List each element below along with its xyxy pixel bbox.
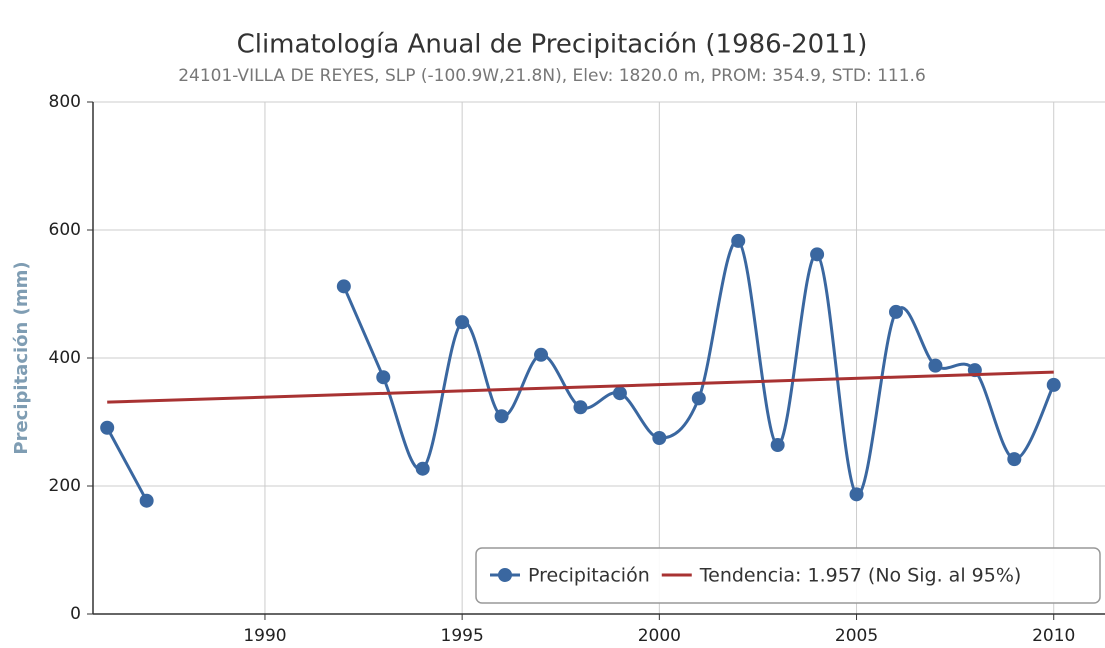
- chart-title: Climatología Anual de Precipitación (198…: [237, 30, 868, 60]
- chart-subtitle: 24101-VILLA DE REYES, SLP (-100.9W,21.8N…: [178, 66, 926, 86]
- legend-marker: [498, 568, 512, 582]
- data-point: [652, 431, 667, 445]
- series-line: [342, 239, 1056, 496]
- data-point: [849, 487, 864, 502]
- data-point: [1046, 377, 1061, 392]
- legend: Precipitación Tendencia: 1.957 (No Sig. a…: [475, 547, 1101, 604]
- legend-label: Tendencia: 1.957 (No Sig. al 95%): [699, 565, 1022, 587]
- y-axis-label: Precipitación (mm): [11, 261, 32, 454]
- data-point: [928, 358, 943, 373]
- data-point: [534, 347, 549, 362]
- data-point: [415, 461, 430, 476]
- data-point: [573, 400, 588, 415]
- legend-label: Precipitación: [528, 565, 650, 587]
- data-point: [612, 386, 627, 401]
- data-point: [1007, 452, 1022, 467]
- y-tick-label: 200: [49, 476, 81, 496]
- data-point: [731, 233, 746, 248]
- x-tick-label: 2010: [1032, 626, 1075, 646]
- data-point: [494, 409, 509, 424]
- legend-box: [475, 547, 1101, 604]
- data-point: [455, 315, 470, 330]
- y-tick-label: 800: [49, 92, 81, 112]
- data-point: [691, 391, 706, 406]
- data-point: [810, 247, 825, 262]
- y-tick-label: 600: [49, 220, 81, 240]
- series-line: [107, 370, 1054, 404]
- y-tick-label: 400: [49, 348, 81, 368]
- x-tick-label: 2005: [835, 626, 878, 646]
- x-tick-label: 1995: [441, 626, 484, 646]
- data-point: [376, 370, 391, 385]
- data-point: [770, 438, 785, 453]
- x-tick-label: 1990: [243, 626, 286, 646]
- data-point: [336, 279, 351, 294]
- series-line: [105, 427, 148, 502]
- data-point: [100, 420, 115, 435]
- data-point: [139, 493, 154, 508]
- data-point: [888, 304, 903, 319]
- y-tick-label: 0: [70, 604, 81, 624]
- x-tick-label: 2000: [638, 626, 681, 646]
